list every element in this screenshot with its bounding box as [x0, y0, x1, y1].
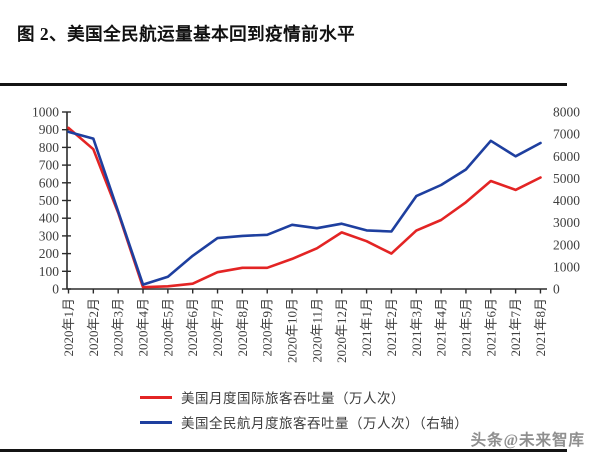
svg-text:3000: 3000 — [553, 215, 580, 230]
svg-text:900: 900 — [39, 122, 60, 137]
svg-text:2020年3月: 2020年3月 — [111, 298, 126, 357]
svg-text:2020年8月: 2020年8月 — [235, 298, 250, 357]
top-divider-rule — [0, 83, 567, 86]
chart-legend: 美国月度国际旅客吞吐量（万人次） 美国全民航月度旅客吞吐量（万人次）（右轴） — [140, 387, 468, 432]
svg-text:0: 0 — [52, 282, 59, 297]
svg-text:2021年4月: 2021年4月 — [434, 298, 449, 357]
toutiao-watermark: 头条@未来智库 — [470, 432, 585, 449]
svg-text:2021年7月: 2021年7月 — [508, 298, 523, 357]
svg-text:2021年3月: 2021年3月 — [409, 298, 424, 357]
svg-text:2021年1月: 2021年1月 — [359, 298, 374, 357]
svg-text:2020年1月: 2020年1月 — [61, 298, 76, 357]
red-line-swatch — [140, 395, 172, 399]
svg-text:1000: 1000 — [553, 259, 580, 274]
legend-item-total-civil-aviation: 美国全民航月度旅客吞吐量（万人次）（右轴） — [140, 412, 468, 432]
svg-text:4000: 4000 — [553, 193, 580, 208]
svg-text:2020年12月: 2020年12月 — [334, 298, 349, 363]
svg-text:5000: 5000 — [553, 171, 580, 186]
svg-text:2020年11月: 2020年11月 — [309, 298, 324, 363]
svg-text:100: 100 — [39, 264, 60, 279]
svg-text:6000: 6000 — [553, 149, 580, 164]
svg-text:8000: 8000 — [553, 105, 580, 120]
svg-text:2020年9月: 2020年9月 — [260, 298, 275, 357]
svg-text:300: 300 — [39, 228, 60, 243]
blue-line-swatch — [140, 420, 172, 424]
svg-text:2020年6月: 2020年6月 — [185, 298, 200, 357]
svg-text:1000: 1000 — [32, 105, 59, 120]
svg-text:600: 600 — [39, 175, 60, 190]
svg-text:2021年5月: 2021年5月 — [458, 298, 473, 357]
svg-text:700: 700 — [39, 158, 60, 173]
svg-text:200: 200 — [39, 246, 60, 261]
svg-text:2020年7月: 2020年7月 — [210, 298, 225, 357]
line-chart: 0 100 200 300 400 500 600 700 800 900 1000 0 1000 200… — [32, 105, 580, 364]
svg-text:2020年2月: 2020年2月 — [86, 298, 101, 357]
bottom-divider-rule — [0, 449, 567, 452]
svg-text:2020年10月: 2020年10月 — [285, 298, 300, 363]
svg-text:2021年2月: 2021年2月 — [384, 298, 399, 357]
svg-text:2021年6月: 2021年6月 — [483, 298, 498, 357]
svg-text:2021年8月: 2021年8月 — [533, 298, 548, 357]
legend-item-international: 美国月度国际旅客吞吐量（万人次） — [140, 387, 468, 407]
figure-title: 图 2、美国全民航运量基本回到疫情前水平 — [17, 24, 356, 44]
svg-text:2000: 2000 — [553, 237, 580, 252]
svg-text:0: 0 — [553, 282, 560, 297]
svg-text:2020年4月: 2020年4月 — [136, 298, 151, 357]
svg-text:800: 800 — [39, 140, 60, 155]
legend-label-international: 美国月度国际旅客吞吐量（万人次） — [181, 391, 405, 406]
svg-text:400: 400 — [39, 211, 60, 226]
svg-text:2020年5月: 2020年5月 — [160, 298, 175, 357]
legend-label-total-civil-aviation: 美国全民航月度旅客吞吐量（万人次）（右轴） — [181, 416, 469, 431]
svg-text:500: 500 — [39, 193, 60, 208]
svg-text:7000: 7000 — [553, 127, 580, 142]
